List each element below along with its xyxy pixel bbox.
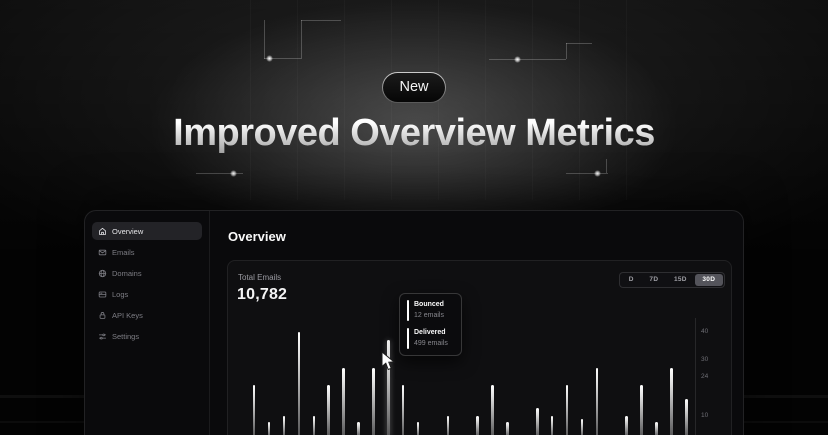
decor-line bbox=[606, 159, 607, 173]
metrics-card: Total Emails 10,782 D 7D 15D 30D 40 30 24 1… bbox=[227, 260, 732, 435]
chart-bar[interactable] bbox=[625, 416, 628, 435]
decor-glow-dot bbox=[266, 55, 273, 62]
chart-bar[interactable] bbox=[476, 416, 479, 435]
tooltip-label: Bounced bbox=[414, 301, 444, 308]
range-button-30d[interactable]: 30D bbox=[694, 274, 724, 286]
sidebar-item-label: API Keys bbox=[112, 310, 143, 320]
globe-icon bbox=[98, 269, 107, 277]
sliders-icon bbox=[98, 333, 107, 339]
sidebar-item-label: Overview bbox=[112, 226, 144, 236]
background-grid-columns bbox=[250, 0, 650, 200]
chart-bar[interactable] bbox=[372, 368, 375, 435]
new-badge-label: New bbox=[399, 79, 429, 95]
chart-bar[interactable] bbox=[252, 385, 256, 435]
decor-line bbox=[566, 43, 567, 59]
y-axis-tick: 40 bbox=[701, 328, 709, 335]
chart-bar[interactable] bbox=[655, 421, 658, 435]
chart-bar[interactable] bbox=[401, 385, 405, 435]
y-axis-tick: 30 bbox=[701, 356, 709, 363]
dashboard-window: Overview Emails Domains Logs API Keys Se… bbox=[84, 210, 744, 435]
chart-bar[interactable] bbox=[595, 368, 599, 435]
chart-tooltip: Bounced 12 emails Delivered 499 emails bbox=[399, 293, 462, 356]
decor-glow-dot bbox=[230, 170, 237, 177]
chart-bar[interactable] bbox=[387, 340, 390, 435]
decor-line bbox=[489, 59, 566, 60]
page-title: Overview bbox=[228, 229, 286, 244]
sidebar-item-overview[interactable]: Overview bbox=[92, 222, 202, 240]
decor-glow-dot bbox=[594, 170, 601, 177]
chart-bar[interactable] bbox=[580, 418, 584, 435]
chart-bar[interactable] bbox=[357, 421, 360, 435]
decor-line bbox=[301, 20, 341, 21]
range-selector: D 7D 15D 30D bbox=[619, 272, 725, 288]
chart-bar[interactable] bbox=[446, 416, 450, 435]
tooltip-value: 499 emails bbox=[414, 340, 448, 347]
decor-line bbox=[264, 20, 265, 59]
sidebar: Overview Emails Domains Logs API Keys Se… bbox=[85, 211, 210, 435]
decor-line bbox=[566, 173, 608, 174]
chart-bar[interactable] bbox=[506, 421, 509, 435]
tooltip-label: Delivered bbox=[414, 329, 446, 336]
sidebar-item-logs[interactable]: Logs bbox=[92, 285, 202, 303]
chart-bar[interactable] bbox=[565, 385, 569, 435]
sidebar-item-api-keys[interactable]: API Keys bbox=[92, 306, 202, 324]
home-icon bbox=[99, 227, 106, 235]
y-axis-line bbox=[695, 318, 696, 435]
chart-bar[interactable] bbox=[550, 416, 554, 435]
decor-line bbox=[566, 43, 592, 44]
bar-plot bbox=[228, 261, 695, 435]
chart-bar[interactable] bbox=[685, 399, 688, 435]
sidebar-item-label: Logs bbox=[112, 289, 129, 299]
sidebar-item-emails[interactable]: Emails bbox=[92, 243, 202, 261]
tooltip-value: 12 emails bbox=[414, 312, 444, 319]
chart-bar[interactable] bbox=[282, 416, 286, 435]
decor-line bbox=[301, 20, 302, 58]
chart-bar[interactable] bbox=[342, 368, 345, 435]
chart-bar[interactable] bbox=[267, 421, 271, 435]
chart-bar[interactable] bbox=[416, 421, 420, 435]
y-axis-tick: 24 bbox=[701, 372, 709, 380]
range-button-d[interactable]: D bbox=[628, 276, 634, 283]
lock-icon bbox=[99, 311, 106, 319]
sidebar-item-label: Domains bbox=[112, 268, 142, 278]
new-badge: New bbox=[382, 72, 445, 103]
sidebar-item-domains[interactable]: Domains bbox=[92, 264, 202, 282]
tooltip-marker bbox=[407, 328, 409, 349]
tooltip-row-delivered: Delivered 499 emails bbox=[407, 328, 454, 349]
chart-bar[interactable] bbox=[327, 385, 330, 435]
decor-glow-dot bbox=[514, 56, 521, 63]
tooltip-marker bbox=[407, 300, 409, 321]
y-axis-tick: 10 bbox=[701, 412, 709, 419]
logs-icon bbox=[98, 291, 107, 297]
decor-line bbox=[264, 58, 302, 59]
mail-icon bbox=[98, 249, 107, 255]
range-button-7d[interactable]: 7D bbox=[649, 276, 659, 283]
stat-value: 10,782 bbox=[237, 286, 288, 303]
chart-bar[interactable] bbox=[491, 385, 494, 435]
sidebar-item-settings[interactable]: Settings bbox=[92, 327, 202, 345]
decor-line bbox=[196, 173, 243, 174]
chart-bar[interactable] bbox=[297, 332, 301, 435]
hero-title: Improved Overview Metrics bbox=[0, 112, 828, 155]
range-button-15d[interactable]: 15D bbox=[673, 276, 687, 283]
sidebar-item-label: Settings bbox=[112, 331, 140, 341]
chart-bar[interactable] bbox=[670, 368, 673, 435]
chart-bar[interactable] bbox=[536, 407, 539, 435]
sidebar-item-label: Emails bbox=[112, 247, 135, 257]
stat-label: Total Emails bbox=[238, 273, 282, 282]
mouse-cursor-icon bbox=[381, 351, 395, 371]
chart-bar[interactable] bbox=[640, 385, 643, 435]
tooltip-row-bounced: Bounced 12 emails bbox=[407, 300, 454, 321]
chart-bar[interactable] bbox=[312, 416, 315, 435]
